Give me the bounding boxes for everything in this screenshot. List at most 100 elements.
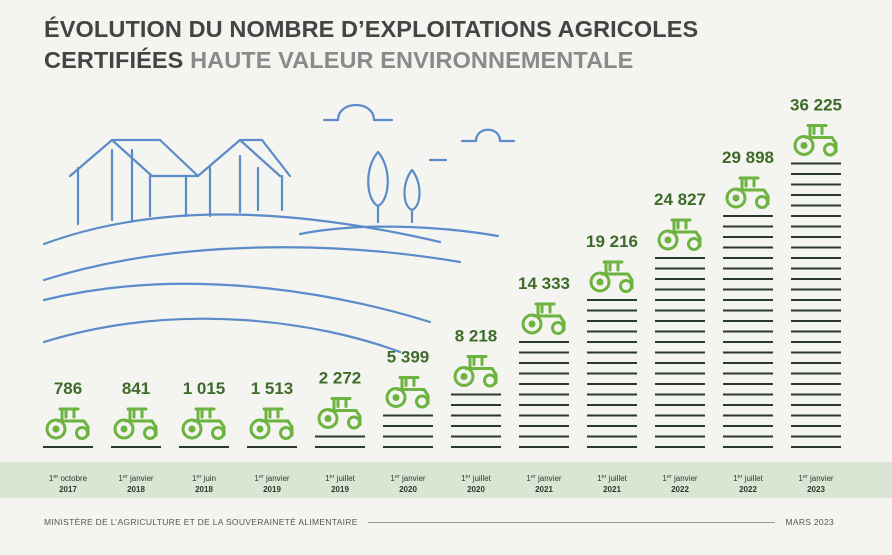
title-line-1: ÉVOLUTION DU NOMBRE D’EXPLOITATIONS AGRI… [44, 16, 699, 42]
tractor-hub [52, 425, 60, 433]
tick-month: octobre [58, 474, 87, 483]
tractor-rear-wheel [317, 408, 339, 429]
tractor-cab [398, 376, 420, 391]
x-tick-label: 1er juillet [597, 474, 628, 483]
value-label: 19 216 [586, 232, 638, 251]
value-label: 841 [122, 379, 150, 398]
tick-month: janvier [128, 474, 154, 483]
tractor-rear-wheel [793, 135, 815, 156]
footer: MINISTÈRE DE L’AGRICULTURE ET DE LA SOUV… [44, 517, 834, 527]
tractor-cab [466, 355, 488, 370]
x-tick-label: 1er janvier [390, 474, 425, 483]
x-tick-year: 2022 [671, 485, 689, 494]
tractor-cab [126, 407, 148, 423]
tick-month: janvier [536, 474, 562, 483]
x-tick-year: 2017 [59, 485, 77, 494]
tick-day: 1 [461, 474, 466, 483]
tractor-rear-wheel [113, 418, 135, 440]
footer-source: MINISTÈRE DE L’AGRICULTURE ET DE LA SOUV… [44, 517, 358, 527]
x-tick-year: 2021 [535, 485, 553, 494]
tick-month: juillet [334, 474, 355, 483]
tractor-icon [249, 407, 294, 440]
tractor-icon [657, 218, 702, 251]
tractor-icon [317, 397, 362, 430]
tick-sup: er [803, 474, 808, 480]
tick-sup: er [738, 474, 743, 480]
tractor-cab [194, 407, 216, 423]
tractor-hub [256, 425, 264, 433]
footer-date: MARS 2023 [785, 517, 834, 527]
tick-sup: er [123, 474, 128, 480]
value-label: 36 225 [790, 96, 842, 115]
tick-sup: er [196, 474, 201, 480]
tick-day: 1 [526, 474, 531, 483]
tractor-front-wheel [415, 394, 429, 409]
tick-sup: er [466, 474, 471, 480]
value-label: 24 827 [654, 190, 706, 209]
tick-sup: er [259, 474, 264, 480]
value-label: 14 333 [518, 274, 570, 293]
tick-day: 1 [390, 474, 395, 483]
tractor-icon [45, 407, 90, 440]
tree-icon [367, 150, 421, 224]
x-tick-label: 1er juillet [733, 474, 764, 483]
x-tick-year: 2018 [127, 485, 145, 494]
tractor-icon [113, 407, 158, 440]
tractor-hub [732, 194, 740, 202]
tick-day: 1 [733, 474, 738, 483]
bar-2020-7 [451, 393, 501, 448]
tick-day: 1 [662, 474, 667, 483]
tractor-icon [385, 376, 430, 409]
tractor-hub [460, 373, 468, 380]
tick-sup: er [395, 474, 400, 480]
bar-2022-10 [655, 257, 705, 448]
tick-sup: er [602, 474, 607, 480]
tractor-front-wheel [483, 373, 497, 388]
bar-2021-9 [587, 299, 637, 448]
x-tick-year: 2020 [399, 485, 417, 494]
tractor-front-wheel [687, 237, 701, 251]
tractor-rear-wheel [45, 418, 67, 440]
tractor-front-wheel [755, 195, 769, 209]
tractor-cab [670, 218, 692, 234]
tick-month: juillet [470, 474, 491, 483]
hills-icon [42, 213, 500, 354]
tractor-rear-wheel [181, 418, 203, 440]
tractor-hub [596, 278, 604, 286]
x-tick-label: 1er juillet [325, 474, 356, 483]
bar-2023-12 [791, 162, 841, 448]
tractor-cab [330, 397, 352, 412]
x-tick-label: 1er janvier [118, 474, 153, 483]
x-tick-year: 2023 [807, 485, 825, 494]
tractor-icon [181, 407, 226, 440]
tractor-front-wheel [143, 426, 157, 440]
x-tick-year: 2019 [263, 485, 281, 494]
tick-sup: er [531, 474, 536, 480]
tick-sup: er [330, 474, 335, 480]
tractor-front-wheel [619, 279, 633, 293]
x-tick-year: 2021 [603, 485, 621, 494]
tractor-rear-wheel [453, 366, 475, 387]
tick-day: 1 [192, 474, 197, 483]
tick-sup: er [667, 474, 672, 480]
bars [43, 162, 841, 448]
tractor-icon [793, 124, 838, 157]
value-label: 29 898 [722, 148, 774, 167]
chart-title: ÉVOLUTION DU NOMBRE D’EXPLOITATIONS AGRI… [44, 14, 698, 76]
x-tick-label: 1er janvier [662, 474, 697, 483]
title-line-2: CERTIFIÉES HAUTE VALEUR ENVIRONNEMENTALE [44, 45, 698, 76]
tractor-cab [806, 124, 828, 139]
value-labels: 786 841 1 015 1 513 2 272 5 399 8 218 14 333 19 … [54, 96, 842, 399]
tractor-front-wheel [75, 426, 89, 440]
tick-month: janvier [808, 474, 834, 483]
farm-illustration [42, 104, 516, 354]
value-label: 1 513 [251, 379, 294, 398]
x-axis-band [0, 462, 892, 498]
tractor-icon [521, 302, 566, 335]
tractor-hub [392, 394, 400, 401]
x-tick-label: 1er janvier [526, 474, 561, 483]
tractor-hub [528, 320, 536, 328]
bar-2020-6 [383, 414, 433, 448]
x-tick-year: 2022 [739, 485, 757, 494]
